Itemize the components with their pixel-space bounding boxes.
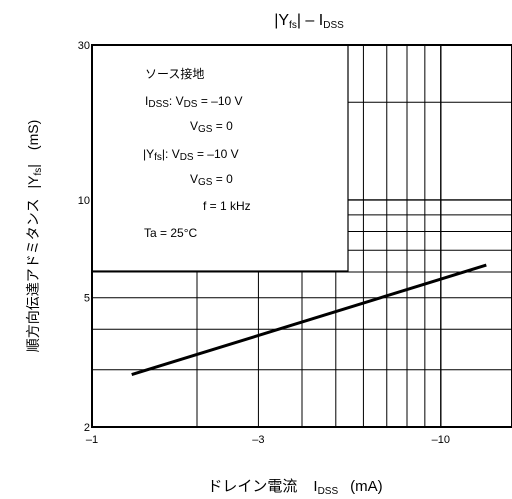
cond-line6: Ta = 25°C — [144, 226, 197, 240]
chart-title: |Yfs| – IDSS — [274, 12, 344, 31]
x-axis-label: ドレイン電流 IDSS (mA) — [207, 478, 382, 497]
cond-title: ソース接地 — [145, 66, 204, 81]
x-tick-label: –1 — [86, 434, 98, 446]
cond-line3: |Yfs|: VDS = –10 V — [143, 147, 239, 163]
conditions-text: ソース接地 IDSS: VDS = –10 V VGS = 0 |Yfs|: V… — [143, 66, 251, 240]
x-tick-labels: –1 –3 –10 — [86, 434, 450, 446]
series-line — [131, 263, 487, 377]
y-tick-label: 30 — [78, 40, 90, 52]
cond-line5: f = 1 kHz — [203, 199, 251, 213]
x-tick-label: –10 — [432, 434, 450, 446]
x-tick-label: –3 — [252, 434, 264, 446]
y-tick-label: 5 — [84, 293, 90, 305]
svg-text:順方向伝達アドミタンス|Yfs|(mS): 順方向伝達アドミタンス|Yfs|(mS) — [25, 120, 44, 352]
y-tick-label: 2 — [84, 422, 90, 434]
cond-line2: VGS = 0 — [190, 119, 233, 135]
cond-line1: IDSS: VDS = –10 V — [145, 94, 243, 110]
y-axis-label: 順方向伝達アドミタンス|Yfs|(mS) — [25, 120, 44, 352]
cond-line4: VGS = 0 — [190, 172, 233, 188]
plot-frame — [91, 44, 512, 428]
series-layer — [131, 263, 487, 377]
y-tick-labels: 2 5 10 30 — [78, 40, 90, 434]
y-tick-label: 10 — [78, 195, 90, 207]
